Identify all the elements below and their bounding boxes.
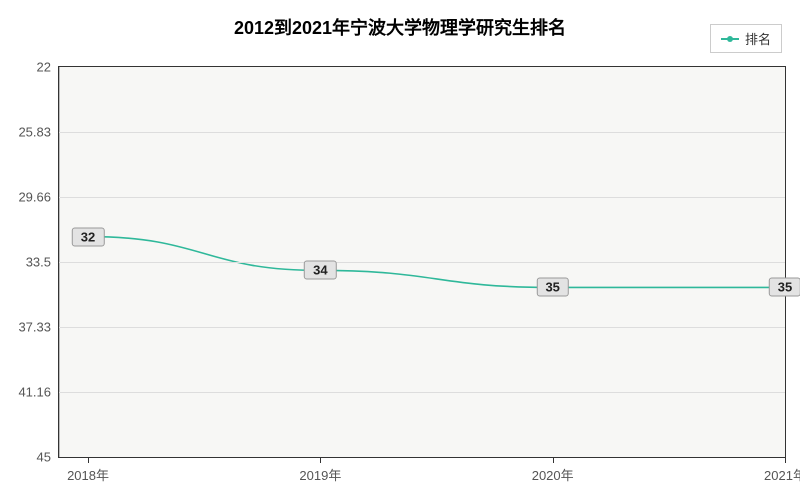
gridline	[59, 132, 785, 133]
legend-marker	[721, 36, 739, 42]
data-label: 35	[769, 278, 800, 297]
gridline	[59, 197, 785, 198]
y-tick-label: 22	[37, 60, 51, 75]
legend-dot-icon	[727, 36, 733, 42]
data-label: 35	[536, 278, 568, 297]
gridline	[59, 327, 785, 328]
data-label: 32	[72, 227, 104, 246]
y-tick-label: 29.66	[18, 189, 51, 204]
legend: 排名	[710, 24, 782, 53]
gridline	[59, 392, 785, 393]
x-tick-label: 2019年	[299, 465, 341, 484]
legend-label: 排名	[745, 29, 771, 48]
chart-title: 2012到2021年宁波大学物理学研究生排名	[0, 14, 800, 40]
y-tick-label: 33.5	[26, 255, 51, 270]
gridline	[59, 262, 785, 263]
x-tick-mark	[785, 457, 786, 463]
x-tick-mark	[320, 457, 321, 463]
y-tick-label: 37.33	[18, 319, 51, 334]
x-tick-label: 2018年	[67, 465, 109, 484]
x-tick-mark	[88, 457, 89, 463]
x-tick-mark	[553, 457, 554, 463]
y-tick-label: 25.83	[18, 124, 51, 139]
x-tick-label: 2020年	[532, 465, 574, 484]
plot-area: 2225.8329.6633.537.3341.16452018年2019年20…	[58, 66, 786, 458]
x-tick-label: 2021年	[764, 465, 800, 484]
data-label: 34	[304, 261, 336, 280]
chart-container: 2012到2021年宁波大学物理学研究生排名 排名 2225.8329.6633…	[0, 0, 800, 500]
y-tick-label: 41.16	[18, 384, 51, 399]
y-tick-label: 45	[37, 450, 51, 465]
